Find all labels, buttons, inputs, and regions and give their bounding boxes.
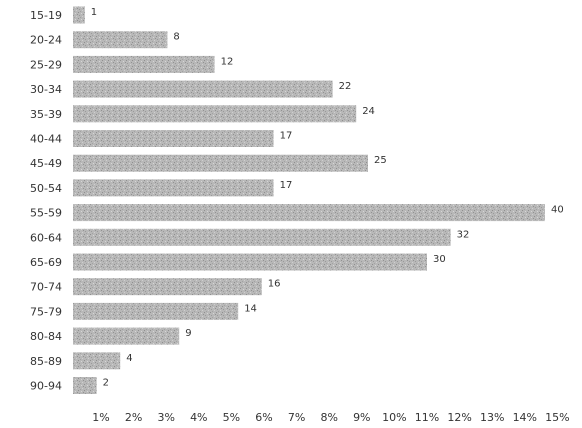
bar [73,80,333,98]
x-tick-label: 1% [92,411,109,424]
category-label: 20-24 [30,34,62,47]
category-label: 35-39 [30,108,62,121]
bar [73,253,427,271]
bar [73,105,357,123]
bar [73,278,262,296]
x-tick-label: 3% [157,411,174,424]
value-label: 17 [280,131,293,142]
value-label: 12 [221,56,234,67]
category-labels: 15-19 20-24 25-29 30-34 35-39 40-44 45-49 50-54… [30,9,62,393]
category-label: 65-69 [30,256,62,269]
category-label: 80-84 [30,330,62,343]
value-label: 32 [457,229,470,240]
value-label: 4 [126,353,132,364]
value-label: 14 [244,303,257,314]
bar [73,55,215,73]
value-label: 2 [103,378,109,389]
x-tick-label: 4% [190,411,207,424]
value-label: 40 [551,205,564,216]
x-tick-label: 11% [415,411,439,424]
bar [73,228,451,246]
category-label: 90-94 [30,380,62,393]
value-label: 24 [362,106,375,117]
category-label: 25-29 [30,58,62,71]
bar [73,302,239,320]
x-axis-ticks: 1% 2% 3% 4% 5% 6% 7% 8% 9% 10% 11% 12% 13% 14% 15% [92,411,569,424]
bar [73,377,97,394]
x-tick-label: 7% [288,411,305,424]
category-label: 40-44 [30,133,62,146]
category-label: 60-64 [30,231,62,244]
x-tick-label: 8% [320,411,337,424]
category-label: 15-19 [30,9,62,22]
bar [73,130,274,147]
x-tick-label: 13% [480,411,504,424]
x-tick-label: 12% [447,411,471,424]
bars [73,6,545,394]
bar [73,31,168,49]
category-label: 30-34 [30,83,62,96]
category-label: 85-89 [30,355,62,368]
value-label: 30 [433,254,446,265]
x-tick-label: 5% [223,411,240,424]
bar [73,179,274,197]
bar [73,327,180,345]
category-label: 45-49 [30,157,62,170]
bar [73,352,121,370]
category-label: 50-54 [30,182,62,195]
x-tick-label: 9% [353,411,370,424]
value-label: 25 [374,155,387,166]
category-label: 75-79 [30,305,62,318]
x-tick-label: 6% [255,411,272,424]
bar [73,6,85,24]
x-tick-label: 10% [382,411,406,424]
x-tick-label: 2% [125,411,142,424]
value-label: 1 [91,7,97,18]
value-label: 22 [339,81,352,92]
value-label: 8 [173,32,179,43]
bar [73,154,368,172]
category-label: 70-74 [30,281,62,294]
bar [73,204,545,222]
category-label: 55-59 [30,207,62,220]
value-labels: 1 8 12 22 24 17 25 17 40 32 30 16 14 9 4 2 [91,7,564,389]
x-tick-label: 15% [545,411,569,424]
value-label: 16 [268,279,281,290]
value-label: 17 [280,180,293,191]
value-label: 9 [185,328,191,339]
x-tick-label: 14% [513,411,537,424]
